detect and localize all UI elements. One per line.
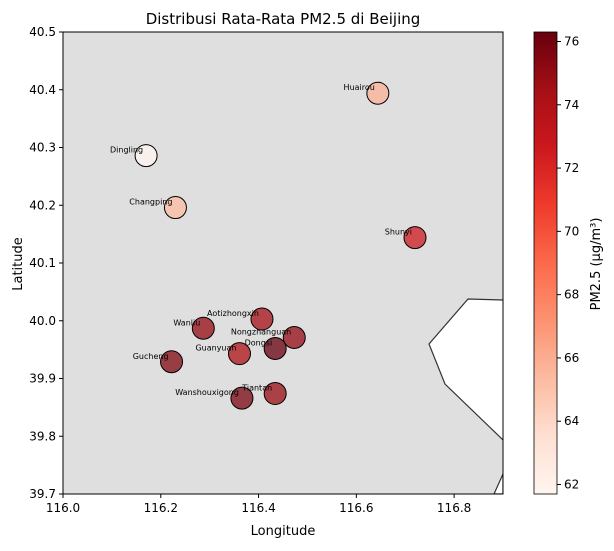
y-tick-label: 39.9 (29, 372, 56, 386)
station-point (134, 144, 158, 168)
station-point (160, 350, 184, 374)
y-tick-label: 39.8 (29, 429, 56, 443)
station-label: Shunyi (385, 228, 412, 237)
y-tick-label: 40.0 (29, 314, 56, 328)
station-label: Wanshouxigong (175, 388, 239, 397)
station-point (250, 307, 274, 331)
x-tick-label: 116.6 (339, 501, 373, 515)
chart-title: Distribusi Rata-Rata PM2.5 di Beijing (146, 10, 421, 28)
station-label: Nongzhanguan (231, 327, 291, 336)
colorbar-ticks: 62 64 66 68 70 72 74 76 (557, 34, 579, 492)
x-tick-label: 116.8 (437, 501, 471, 515)
y-tick-label: 40.2 (29, 198, 56, 212)
x-tick-label: 116.2 (144, 501, 178, 515)
station-label: Changping (129, 198, 172, 207)
y-tick-label: 40.1 (29, 256, 56, 270)
x-tick-label: 116.0 (46, 501, 80, 515)
station-label: Huairou (344, 83, 375, 92)
points-layer (134, 81, 427, 410)
x-tick-label: 116.4 (241, 501, 275, 515)
colorbar-label: PM2.5 (µg/m³) (589, 218, 604, 311)
station-point (230, 386, 254, 410)
y-axis-label: Latitude (11, 237, 26, 291)
station-label: Dingling (110, 146, 143, 155)
station-point (263, 336, 287, 360)
colorbar (533, 31, 558, 495)
boundary-outline-corner (493, 473, 503, 494)
station-point (191, 316, 215, 340)
y-tick-label: 40.3 (29, 141, 56, 155)
station-label: Guanyuan (195, 344, 236, 353)
x-axis: 116.0 116.2 116.4 116.6 116.8 (46, 494, 471, 515)
colorbar-tick-label: 68 (564, 288, 579, 302)
y-tick-label: 39.7 (29, 487, 56, 501)
y-tick-label: 40.4 (29, 83, 56, 97)
colorbar-tick-label: 74 (564, 98, 579, 112)
station-label: Wanliu (173, 318, 200, 327)
station-label: Aotizhongxin (207, 309, 259, 318)
station-label: Gucheng (133, 352, 169, 361)
labels-layer: Aotizhongxin Changping Dingling Dongsi Guany… (110, 83, 412, 397)
x-axis-label: Longitude (251, 524, 316, 539)
colorbar-tick-label: 64 (564, 414, 579, 428)
boundary-outline (428, 298, 503, 441)
station-point (403, 226, 427, 250)
station-point (282, 325, 306, 349)
colorbar-tick-label: 62 (564, 478, 579, 492)
colorbar-tick-label: 66 (564, 351, 579, 365)
station-point (163, 196, 187, 220)
station-label: Dongsi (245, 338, 273, 347)
colorbar-tick-label: 70 (564, 224, 579, 238)
y-tick-label: 40.5 (29, 25, 56, 39)
colorbar-tick-label: 76 (564, 34, 579, 48)
plot-area (63, 32, 503, 494)
station-label: Tiantan (241, 384, 272, 393)
y-axis: 39.7 39.8 39.9 40.0 40.1 40.2 40.3 40.4 40.5 (29, 25, 63, 501)
station-point (263, 382, 287, 406)
station-point (366, 81, 390, 105)
station-point (227, 342, 251, 366)
colorbar-tick-label: 72 (564, 161, 579, 175)
